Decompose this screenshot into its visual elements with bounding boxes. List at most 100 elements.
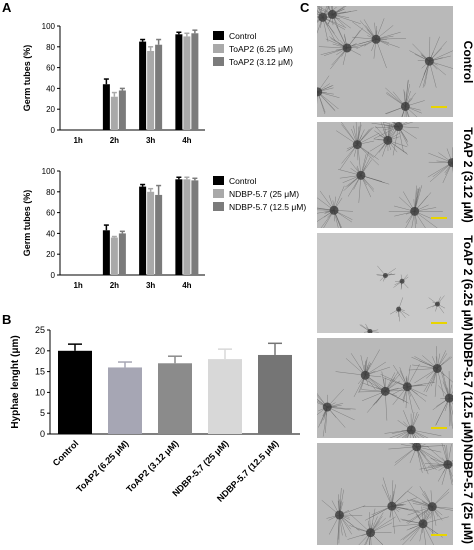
hypha-strand — [407, 499, 424, 524]
bar — [208, 359, 242, 434]
legend-label: NDBP-5.7 (25 μM) — [229, 189, 299, 199]
micrograph-ndbp-25: NDBP-5.7 (25 μM) — [317, 443, 474, 545]
bar — [183, 179, 191, 275]
hypha-strand — [427, 446, 448, 465]
bar — [175, 34, 183, 130]
hypha-strand — [317, 10, 323, 18]
bar — [110, 96, 118, 130]
hypha-strand — [318, 46, 348, 49]
hypha-strand — [419, 464, 448, 470]
cell-cluster — [383, 135, 393, 145]
hypha-strand — [317, 17, 323, 23]
cell-cluster — [334, 510, 344, 520]
x-tick-label: ToAP2 (6.25 μM) — [74, 438, 130, 494]
x-tick-label: 1h — [73, 281, 82, 290]
cell-cluster — [360, 370, 370, 380]
hypha-strand — [416, 446, 443, 463]
hypha-strand — [331, 6, 333, 15]
legend-label: ToAP2 (6.25 μM) — [229, 44, 293, 54]
hypha-strand — [382, 477, 393, 507]
hypha-strand — [375, 39, 387, 69]
hypha-strand — [392, 126, 399, 156]
micrograph-image — [317, 233, 453, 333]
y-axis-title: Germ tubes (%) — [22, 190, 32, 257]
hypha-strand — [364, 505, 393, 521]
x-tick-label: 4h — [182, 281, 191, 290]
x-tick-label: Control — [51, 438, 81, 468]
germ-tubes-toap2-chart: 0 20 40 60 80 100 Germ tubes (%) 1h 2h 3h 4h Contro… — [22, 22, 293, 145]
cell-cluster — [342, 43, 352, 53]
hypha-strand — [327, 406, 355, 421]
hypha-strand — [338, 514, 340, 544]
hypha-strand — [416, 446, 429, 475]
hypha-strand — [449, 398, 453, 429]
bar — [183, 36, 191, 130]
hypha-strand — [414, 211, 438, 228]
y-tick-label: 40 — [46, 84, 55, 93]
cell-cluster — [367, 328, 373, 333]
hypha-strand — [411, 429, 442, 437]
hypha-strand — [388, 446, 417, 450]
bar — [102, 230, 110, 275]
hypha-strand — [392, 523, 424, 527]
scale-bar — [431, 322, 447, 324]
hypha-strand — [422, 523, 435, 545]
hypha-strand — [408, 368, 438, 371]
cell-cluster — [400, 101, 410, 111]
cell-cluster — [327, 9, 337, 19]
x-tick-label: 3h — [146, 136, 155, 145]
cell-cluster — [427, 502, 437, 512]
micrograph-texture — [321, 443, 453, 545]
y-tick-label: 60 — [46, 64, 55, 73]
y-tick-label: 0 — [40, 429, 45, 439]
y-axis-title: Hyphae lenght (μm) — [10, 335, 21, 428]
hypha-strand — [339, 505, 366, 516]
micrograph-ndbp-12-5: NDBP-5.7 (12.5 μM) — [317, 333, 474, 443]
cell-cluster — [447, 158, 453, 168]
bar — [147, 191, 155, 275]
hypha-strand — [371, 122, 399, 127]
bar — [118, 233, 126, 275]
hypha-strand — [385, 87, 406, 107]
y-tick-label: 100 — [42, 22, 56, 31]
x-tick-label: ToAP2 (3.12 μM) — [124, 438, 180, 494]
scale-bar — [431, 427, 447, 429]
bar — [155, 44, 163, 130]
y-tick-label: 5 — [40, 408, 45, 418]
cell-cluster — [444, 393, 453, 403]
hypha-strand — [370, 516, 396, 533]
hypha-strand — [414, 211, 426, 228]
hypha-strand — [429, 50, 453, 62]
hypha-strand — [317, 402, 328, 408]
y-tick-label: 15 — [35, 367, 45, 377]
bar — [147, 50, 155, 130]
cell-cluster — [317, 87, 323, 97]
hypha-strand — [317, 197, 335, 211]
panel-label-a: A — [2, 0, 12, 15]
hypha-strand — [384, 429, 412, 434]
y-axis-title: Germ tubes (%) — [22, 45, 32, 112]
legend-label: NDBP-5.7 (12.5 μM) — [229, 202, 306, 212]
micrograph-texture — [317, 122, 453, 228]
hypha-strand — [322, 407, 328, 437]
x-tick-label: 2h — [110, 136, 119, 145]
hypha-strand — [391, 506, 395, 534]
legend-swatch — [213, 189, 224, 198]
bar — [139, 41, 147, 130]
cell-cluster — [424, 56, 434, 66]
scale-bar — [431, 217, 447, 219]
legend-swatch — [213, 57, 224, 66]
legend-swatch — [213, 202, 224, 211]
cell-cluster — [396, 306, 402, 312]
legend-label: ToAP2 (3.12 μM) — [229, 57, 293, 67]
hypha-strand — [437, 368, 453, 383]
hypha-strand — [352, 21, 377, 40]
y-tick-label: 20 — [46, 250, 55, 259]
cell-cluster — [434, 301, 440, 307]
y-tick-label: 80 — [46, 188, 55, 197]
bar — [155, 194, 163, 275]
x-tick-label: 1h — [73, 136, 82, 145]
micrograph-texture — [359, 265, 446, 333]
y-tick-label: 60 — [46, 209, 55, 218]
